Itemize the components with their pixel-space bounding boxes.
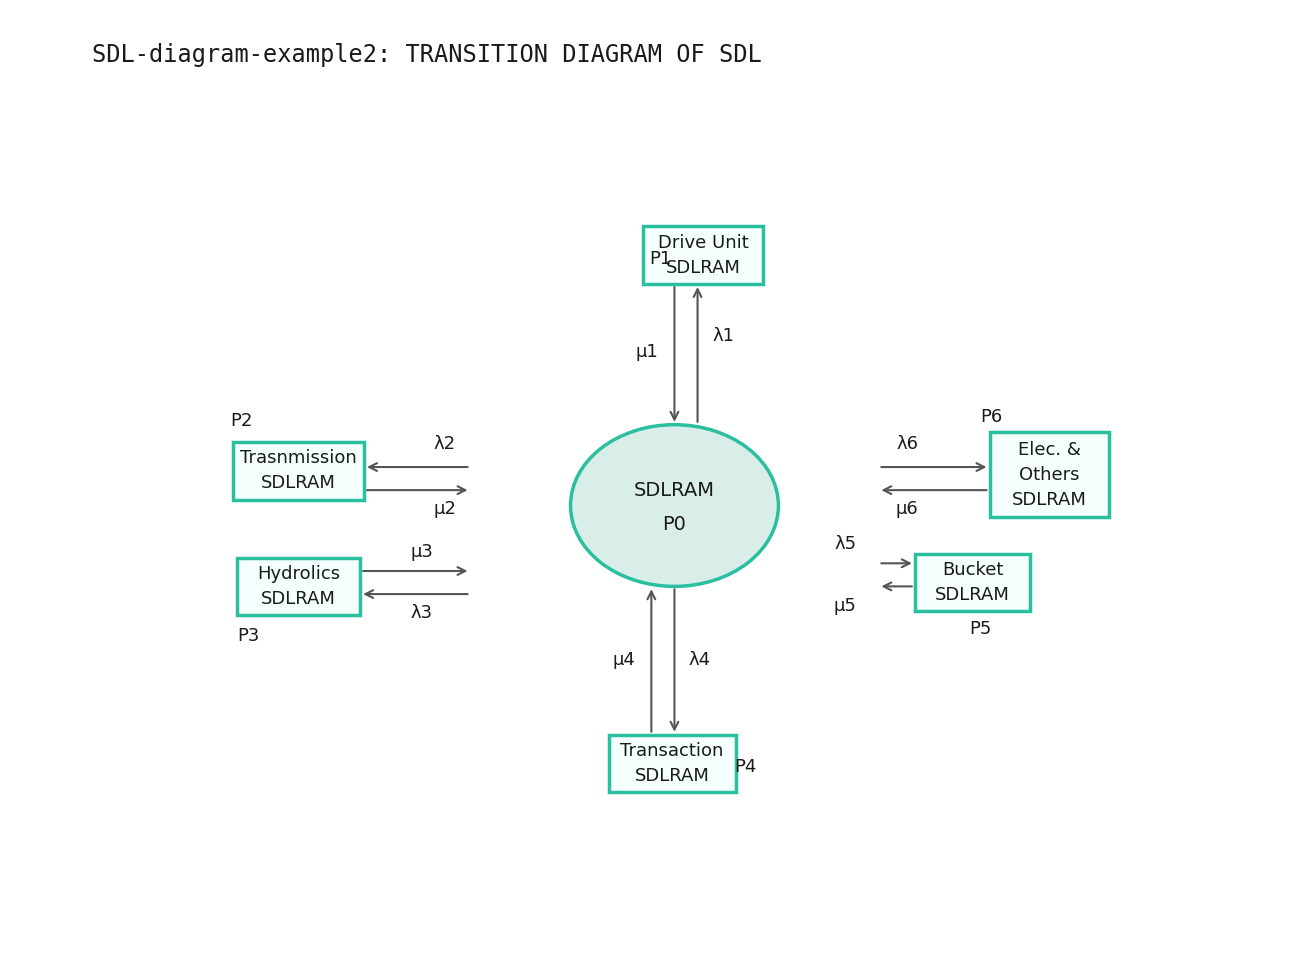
Text: μ5: μ5	[834, 597, 857, 614]
Text: P3: P3	[237, 628, 259, 645]
Text: λ1: λ1	[713, 327, 734, 345]
Text: μ4: μ4	[612, 650, 636, 668]
Text: Drive Unit
SDLRAM: Drive Unit SDLRAM	[658, 234, 749, 277]
Text: P5: P5	[969, 620, 991, 638]
Text: SDLRAM: SDLRAM	[634, 481, 715, 499]
FancyBboxPatch shape	[233, 442, 365, 499]
Text: P4: P4	[734, 758, 757, 777]
Text: Bucket
SDLRAM: Bucket SDLRAM	[934, 561, 1009, 604]
Text: λ2: λ2	[434, 435, 457, 453]
Text: μ1: μ1	[636, 343, 658, 360]
Text: SDL-diagram-example2: TRANSITION DIAGRAM OF SDL: SDL-diagram-example2: TRANSITION DIAGRAM…	[92, 43, 762, 68]
Text: μ2: μ2	[433, 500, 457, 519]
Text: P6: P6	[980, 408, 1003, 426]
Text: Hydrolics
SDLRAM: Hydrolics SDLRAM	[257, 565, 341, 608]
FancyBboxPatch shape	[644, 226, 762, 284]
FancyBboxPatch shape	[237, 557, 361, 615]
Text: λ5: λ5	[834, 535, 857, 554]
Text: λ3: λ3	[411, 605, 433, 622]
Text: Trasnmission
SDLRAM: Trasnmission SDLRAM	[241, 449, 357, 493]
Text: μ3: μ3	[411, 543, 433, 560]
Text: Transaction
SDLRAM: Transaction SDLRAM	[620, 742, 724, 785]
Text: Elec. &
Others
SDLRAM: Elec. & Others SDLRAM	[1012, 440, 1087, 509]
FancyBboxPatch shape	[915, 554, 1030, 611]
Ellipse shape	[571, 425, 778, 586]
FancyBboxPatch shape	[990, 433, 1109, 517]
Text: P0: P0	[662, 515, 687, 534]
Text: μ6: μ6	[896, 500, 919, 519]
FancyBboxPatch shape	[608, 734, 736, 792]
Text: λ6: λ6	[896, 435, 919, 453]
Text: P1: P1	[650, 250, 671, 269]
Text: λ4: λ4	[688, 650, 711, 668]
Text: P2: P2	[230, 412, 253, 430]
